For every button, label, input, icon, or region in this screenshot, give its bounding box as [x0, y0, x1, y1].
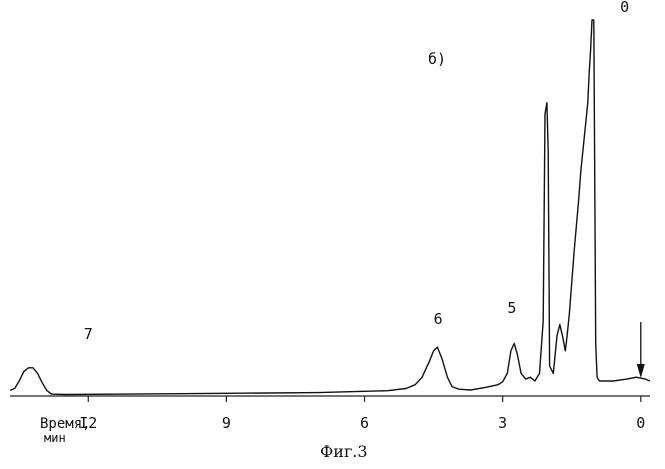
peak-label: 7: [84, 325, 93, 343]
injection-arrow-head: [636, 364, 645, 378]
panel-label: б): [428, 50, 446, 68]
x-tick-label: I2: [79, 414, 97, 432]
x-axis-unit: мин: [44, 431, 66, 445]
figure-caption: Фиг.3: [320, 442, 368, 461]
peak-label: 0: [620, 0, 629, 16]
plot-area: I2 9 6 3 0 7 6 5 0: [9, 0, 651, 432]
x-axis-title: Время,: [40, 416, 91, 432]
chromatogram-trace: [9, 19, 651, 396]
peak-label: 5: [507, 299, 516, 317]
x-tick-label: 9: [222, 414, 231, 432]
x-tick-label: 3: [498, 414, 507, 432]
x-tick-label: 6: [360, 414, 369, 432]
x-tick-label: 0: [636, 414, 645, 432]
peak-label: 6: [434, 310, 443, 328]
